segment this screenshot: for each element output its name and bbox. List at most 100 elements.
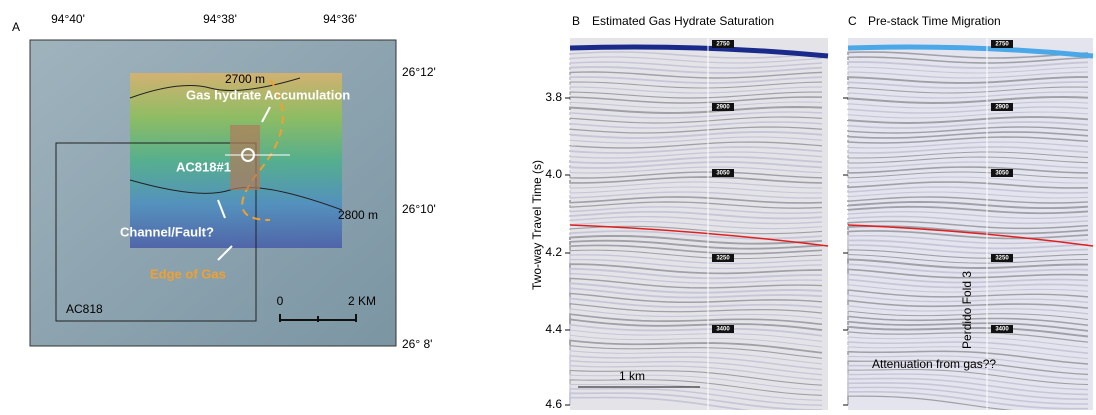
reflector <box>847 341 1089 354</box>
reflector <box>847 263 1089 274</box>
depth-tag <box>712 325 734 333</box>
reflector <box>569 126 823 134</box>
reflector <box>569 308 823 320</box>
annotation: Edge of Gas <box>150 266 226 281</box>
lat-label: 26°10' <box>402 202 436 216</box>
reflector <box>569 258 823 270</box>
y-axis-label: Two-way Travel Time (s) <box>530 160 544 290</box>
annotation: Gas hydrate Accumulation <box>186 87 350 102</box>
gas-edge <box>241 79 284 221</box>
reflector <box>569 254 823 265</box>
reflector <box>569 244 823 255</box>
depth-tag <box>712 169 734 177</box>
reflector <box>569 355 823 371</box>
reflector <box>569 201 823 209</box>
seafloor <box>847 44 1094 59</box>
reflector <box>847 234 1089 245</box>
scale-label: 1 km <box>619 369 645 383</box>
well <box>241 148 255 162</box>
contour-label: 2800 m <box>338 208 378 222</box>
lon-label: 94°38' <box>203 12 237 26</box>
reflector <box>569 323 823 337</box>
reflector <box>569 263 823 275</box>
reflector <box>569 292 823 303</box>
reflector <box>569 220 823 230</box>
reflector <box>847 171 1089 179</box>
reflector <box>569 146 823 154</box>
depth-tag <box>991 325 1013 333</box>
reflector <box>847 66 1089 74</box>
reflector <box>847 156 1089 164</box>
reflector <box>847 355 1089 370</box>
depth-label: 3050 <box>995 171 1009 177</box>
panel-a: A 94°40' 94°38' 94°36' 26°12' 26°10' 26°… <box>12 12 436 351</box>
reflector <box>847 390 1089 410</box>
reflector <box>847 350 1089 365</box>
reflector <box>569 239 823 250</box>
lat-label: 26° 8' <box>402 337 432 351</box>
reflector <box>847 186 1089 194</box>
reflector <box>569 131 823 139</box>
depth-label: 2900 <box>995 105 1009 111</box>
reflector <box>569 191 823 199</box>
reflector <box>847 181 1089 189</box>
reflector <box>847 331 1089 343</box>
reflector <box>847 101 1089 109</box>
depth-tag <box>991 103 1013 111</box>
reflector <box>847 377 1089 396</box>
reflector <box>569 136 823 144</box>
reflector <box>569 234 823 245</box>
reflector <box>569 56 823 64</box>
depth-tag <box>712 254 734 262</box>
reflector <box>847 278 1089 289</box>
reflector <box>569 230 823 240</box>
reflector <box>847 320 1089 332</box>
reflector <box>569 267 823 280</box>
lon-label: 94°40' <box>51 12 85 26</box>
reflector <box>847 315 1089 326</box>
reflector <box>847 359 1089 376</box>
depth-tag <box>712 40 734 48</box>
lat-label: 26°12' <box>402 65 436 79</box>
reflector <box>569 111 823 119</box>
reflector <box>847 86 1089 94</box>
reflector <box>847 325 1089 338</box>
depth-tag <box>991 254 1013 262</box>
block-label: AC818 <box>66 302 103 316</box>
reflector <box>569 96 823 104</box>
reflector <box>569 318 823 331</box>
depth-label: 3400 <box>716 327 730 333</box>
reflector <box>569 206 823 215</box>
reflector <box>847 106 1089 114</box>
depth-label: 3250 <box>716 256 730 262</box>
reflector <box>569 101 823 109</box>
arrows <box>217 106 271 261</box>
y-tick-label: 4.2 <box>545 245 562 259</box>
reflector <box>569 297 823 309</box>
lon-label: 94°36' <box>323 12 357 26</box>
reflector <box>847 364 1089 381</box>
reflector <box>847 386 1089 405</box>
seafloor <box>569 44 829 59</box>
reflector <box>569 334 823 348</box>
reflector <box>569 249 823 260</box>
seismic-section <box>848 38 1093 410</box>
panel-c: 2750 2900 3050 3250 3400 C Pre-stack Time Migr… <box>843 14 1094 415</box>
block-outline <box>55 142 257 322</box>
reflector <box>569 141 823 149</box>
reflector <box>847 305 1089 315</box>
panel-label: B <box>572 14 580 28</box>
reflector <box>847 61 1089 69</box>
reflector <box>569 116 823 124</box>
gas-zone <box>230 125 260 190</box>
depth-tag <box>991 169 1013 177</box>
reflector <box>847 336 1089 349</box>
reflector <box>847 205 1089 215</box>
reflector <box>847 373 1089 391</box>
reflector <box>569 86 823 94</box>
reflector <box>569 196 823 204</box>
reflector <box>569 176 823 184</box>
reflector <box>569 71 823 79</box>
reflector <box>847 382 1089 401</box>
